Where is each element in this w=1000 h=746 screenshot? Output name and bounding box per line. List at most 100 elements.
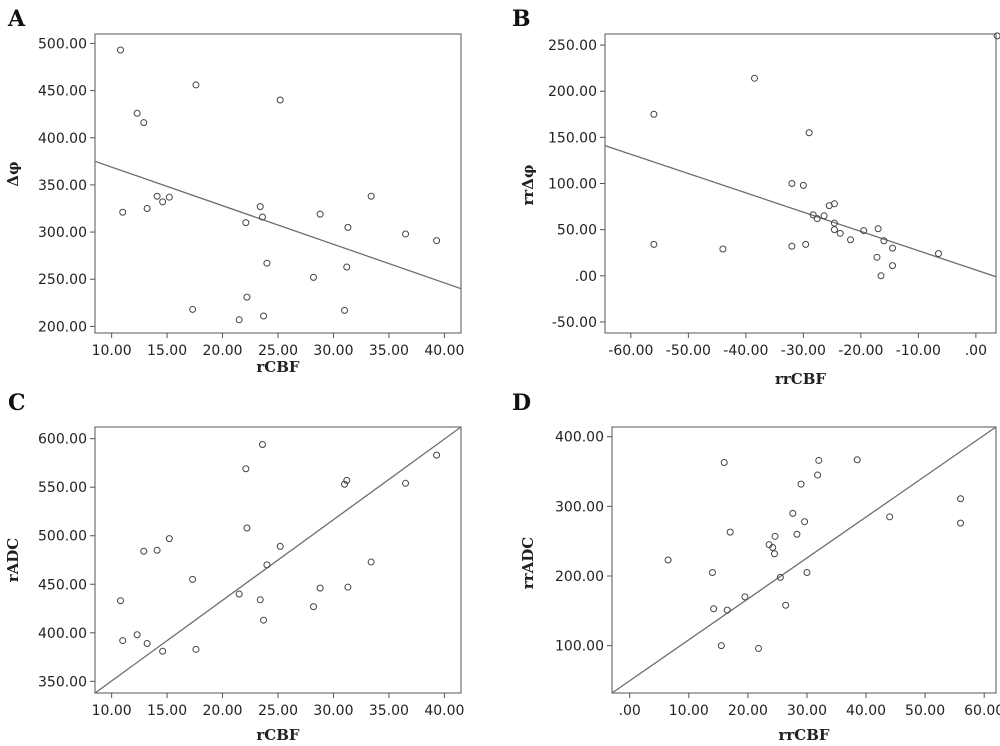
x-tick-label: 35.00 (369, 703, 409, 719)
fit-line (612, 427, 996, 693)
data-point (650, 240, 658, 248)
data-point (874, 225, 882, 233)
x-axis-title: rCBF (256, 358, 300, 376)
data-point (788, 180, 796, 187)
x-tick-label: 20.00 (728, 703, 768, 719)
x-axis-title: rrCBF (778, 726, 829, 744)
data-point (117, 46, 125, 54)
data-point (957, 519, 965, 527)
data-point (771, 532, 779, 540)
data-point (133, 109, 141, 117)
y-tick-label: 300.00 (38, 225, 87, 241)
data-point (242, 465, 250, 473)
y-axis-title: Δφ (4, 161, 22, 186)
y-tick-label: 150.00 (548, 130, 597, 146)
x-tick-label: .00 (619, 703, 641, 719)
y-tick-label: 250.00 (548, 38, 597, 54)
panel-letter: B (512, 6, 531, 32)
plot-frame (94, 33, 462, 334)
data-point (860, 227, 868, 235)
data-point (235, 590, 243, 598)
data-point (276, 96, 284, 104)
y-tick-label: 100.00 (555, 639, 604, 655)
y-tick-label: 450.00 (38, 84, 87, 100)
x-tick-label: 60.00 (964, 703, 1000, 719)
data-point (755, 644, 763, 652)
x-tick-label: 20.00 (202, 343, 242, 359)
y-tick-label: 300.00 (555, 499, 604, 515)
data-point (159, 647, 167, 655)
data-point (235, 316, 243, 324)
x-tick-label: -10.00 (896, 343, 941, 359)
panel-C: C 10.00 15.00 20.00 25.00 30.00 35.00 40.00 350.… (4, 390, 464, 744)
fit-line (605, 145, 996, 278)
y-tick-label: 50.00 (557, 223, 597, 239)
data-point (344, 583, 352, 591)
data-point (803, 569, 811, 577)
x-tick-label: 15.00 (147, 703, 187, 719)
data-point (316, 584, 324, 592)
x-axis-title: rCBF (256, 726, 300, 744)
y-axis-title: rrADC (519, 537, 537, 589)
x-tick-label: 30.00 (313, 343, 353, 359)
data-point (367, 558, 375, 566)
data-point (793, 530, 801, 538)
data-point (889, 262, 896, 270)
data-point (165, 193, 173, 201)
y-tick-label: 550.00 (38, 480, 87, 496)
data-point (782, 601, 790, 609)
data-point (769, 543, 777, 551)
data-point (309, 273, 317, 281)
data-point (159, 198, 167, 206)
y-axis-title: rADC (4, 538, 22, 583)
data-point (402, 230, 410, 238)
data-point (820, 212, 828, 220)
data-point (153, 192, 161, 200)
data-point (813, 215, 821, 223)
data-point (802, 240, 810, 248)
data-point (957, 495, 965, 503)
y-tick-label: 350.00 (38, 674, 87, 690)
data-point (341, 306, 349, 314)
data-point (801, 518, 809, 526)
y-tick-label: 500.00 (38, 529, 87, 545)
data-point (719, 245, 727, 253)
x-tick-label: 40.00 (424, 343, 464, 359)
data-point (830, 200, 838, 208)
data-point (853, 456, 861, 464)
data-point (189, 575, 197, 583)
data-point (650, 110, 658, 118)
data-point (263, 259, 271, 267)
data-point (263, 561, 271, 569)
data-point (797, 480, 805, 488)
y-tick-label: 350.00 (38, 178, 87, 194)
data-point (799, 181, 807, 189)
data-point (258, 440, 266, 448)
data-point (830, 226, 838, 234)
y-tick-label: 400.00 (38, 626, 87, 642)
y-tick-label: 200.00 (548, 84, 597, 100)
panel-letter: C (8, 390, 26, 416)
data-point (316, 210, 324, 218)
fit-line (95, 160, 461, 290)
data-point (993, 32, 1000, 40)
data-point (770, 550, 778, 558)
data-point (886, 513, 894, 521)
x-tick-label: 20.00 (202, 703, 242, 719)
data-point (877, 272, 885, 280)
x-tick-label: 15.00 (147, 343, 187, 359)
data-point (119, 637, 127, 645)
x-tick-label: 25.00 (258, 343, 298, 359)
data-point (243, 293, 251, 301)
data-point (751, 74, 758, 82)
data-point (133, 631, 141, 639)
data-point (343, 263, 351, 271)
data-point (258, 213, 266, 221)
x-tick-label: 10.00 (92, 703, 132, 719)
y-tick-label: 400.00 (38, 131, 87, 147)
data-point (726, 528, 734, 536)
data-point (192, 81, 200, 89)
x-tick-label: .00 (965, 343, 987, 359)
data-point (119, 208, 127, 216)
